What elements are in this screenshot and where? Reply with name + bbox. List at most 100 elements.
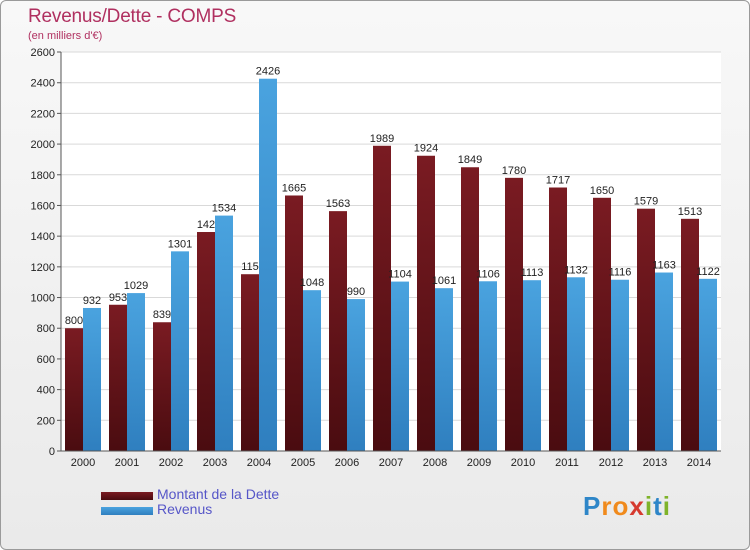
bar-revenus	[391, 281, 409, 451]
bar-revenus	[215, 215, 233, 451]
y-tick-label: 0	[49, 446, 55, 458]
bar-revenus	[171, 251, 189, 451]
data-label: 1650	[590, 185, 614, 197]
y-tick-label: 1400	[31, 231, 55, 243]
bar-dette	[461, 167, 479, 451]
bar-revenus	[259, 78, 277, 452]
legend-swatch-revenus	[101, 507, 153, 515]
chart-title: Revenus/Dette - COMPS	[28, 6, 237, 27]
x-tick-label: 2014	[687, 457, 711, 469]
bar-dette	[329, 211, 347, 451]
axis-layer: 0 200 400 600 800 1000 1200 1400 1600 1800 2000 220…	[31, 47, 721, 469]
bar-dette	[153, 322, 171, 451]
bar-revenus	[479, 281, 497, 451]
bar-dette	[593, 197, 611, 451]
bar-dette	[109, 304, 127, 451]
data-label: 1122	[696, 266, 720, 278]
bar-revenus	[655, 272, 673, 451]
x-tick-label: 2000	[71, 457, 95, 469]
y-tick-label: 2000	[31, 139, 55, 151]
data-label: 1301	[168, 238, 192, 250]
data-label: 2426	[256, 66, 280, 78]
x-tick-label: 2003	[203, 457, 227, 469]
data-label: 1116	[609, 267, 632, 279]
data-label: 1780	[502, 165, 526, 177]
logo-letter: x	[629, 491, 645, 521]
data-label: 1106	[476, 268, 500, 280]
y-tick-label: 400	[37, 385, 55, 397]
data-label: 1849	[458, 154, 482, 166]
x-tick-label: 2012	[599, 457, 623, 469]
bars-layer	[65, 78, 717, 452]
bar-dette	[637, 208, 655, 451]
x-tick-label: 2004	[247, 457, 271, 469]
data-label: 1534	[212, 203, 236, 215]
data-label: 990	[347, 286, 365, 298]
x-tick-label: 2008	[423, 457, 447, 469]
x-tick-label: 2013	[643, 457, 667, 469]
legend-label-revenus: Revenus	[157, 501, 213, 517]
bar-dette	[241, 274, 259, 451]
logo-letter: r	[601, 491, 613, 521]
data-label: 953	[109, 292, 127, 304]
data-label: 1113	[521, 267, 544, 279]
data-label: 1132	[564, 264, 588, 276]
y-tick-label: 800	[37, 323, 55, 335]
legend-label-dette: Montant de la Dette	[157, 486, 280, 502]
x-tick-label: 2006	[335, 457, 359, 469]
logo-letter: P	[583, 491, 602, 521]
bar-dette	[373, 145, 391, 451]
data-label: 142	[197, 219, 215, 231]
data-label: 1717	[546, 175, 570, 187]
y-tick-label: 600	[37, 354, 55, 366]
y-tick-label: 1200	[31, 262, 55, 274]
data-label: 1579	[634, 196, 658, 208]
logo-letter: i	[644, 491, 654, 521]
bar-dette	[65, 328, 83, 451]
data-label: 1665	[282, 182, 306, 194]
bar-revenus	[523, 280, 541, 451]
data-label: 1163	[652, 260, 676, 272]
y-tick-label: 1000	[31, 293, 55, 305]
x-tick-label: 2009	[467, 457, 491, 469]
bar-dette	[681, 218, 699, 451]
data-label: 1048	[300, 277, 324, 289]
logo-letter: t	[653, 491, 663, 521]
y-tick-label: 2600	[31, 47, 55, 59]
x-tick-label: 2001	[115, 457, 139, 469]
bar-revenus	[611, 279, 629, 451]
x-tick-label: 2002	[159, 457, 183, 469]
x-tick-label: 2011	[555, 457, 579, 469]
x-tick-label: 2010	[511, 457, 535, 469]
bar-revenus	[435, 288, 453, 451]
data-label: 1563	[326, 198, 350, 210]
data-label: 1061	[432, 275, 456, 287]
bar-dette	[505, 177, 523, 452]
data-label: 1029	[124, 280, 148, 292]
bar-revenus	[127, 293, 145, 451]
data-label: 800	[65, 315, 83, 327]
bar-revenus	[347, 299, 365, 451]
data-label: 839	[153, 309, 171, 321]
x-tick-label: 2005	[291, 457, 315, 469]
data-label: 1989	[370, 133, 394, 145]
bar-dette	[197, 232, 215, 451]
bar-dette	[285, 195, 303, 451]
data-label: 115	[241, 261, 259, 273]
data-label: 932	[83, 295, 101, 307]
bar-dette	[417, 155, 435, 452]
y-tick-label: 1800	[31, 170, 55, 182]
proxiti-logo: Proxiti	[583, 491, 671, 522]
logo-letter: i	[662, 491, 671, 521]
data-label: 1104	[388, 269, 412, 281]
bar-revenus	[699, 278, 717, 451]
data-label: 1924	[414, 143, 438, 155]
y-tick-label: 200	[37, 415, 55, 427]
bar-revenus	[83, 307, 101, 451]
y-tick-label: 2200	[31, 108, 55, 120]
y-tick-label: 2400	[31, 78, 55, 90]
bar-dette	[549, 187, 567, 452]
